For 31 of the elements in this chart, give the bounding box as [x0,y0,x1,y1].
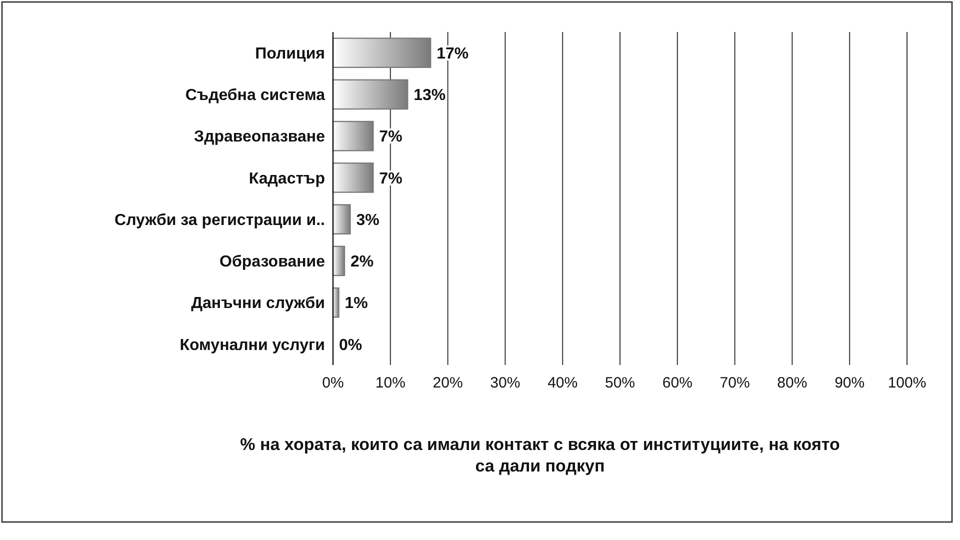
x-tick-label: 40% [548,374,578,392]
data-label: 3% [356,212,380,229]
x-tick-label: 60% [662,374,692,392]
y-tick-label: Здравеопазване [194,128,326,146]
y-tick-label: Съдебна система [185,87,326,104]
data-label: 2% [350,254,374,271]
bar [332,120,374,152]
x-tick-label: 80% [777,374,808,392]
y-tick-label: Служби за регистрации и.. [114,212,325,229]
y-tick-label: Полиция [255,45,325,62]
bar [332,204,351,234]
y-tick-label: Кадастър [248,170,326,188]
x-tick-label: 90% [834,374,865,392]
bar [332,79,408,110]
x-tick-label: 30% [490,374,520,392]
x-tick-label: 10% [375,374,406,392]
y-tick-label: Данъчни служби [191,295,325,312]
data-label: 0% [339,336,362,354]
bar [332,38,432,68]
x-tick-label: 0% [322,374,344,392]
x-tick-label: 100% [888,374,926,392]
bar [332,162,374,193]
bar [332,246,346,276]
x-axis-title: % на хората, които са имали контакт с всяка от институциите, на която са дали подкуп [240,435,840,476]
y-tick-label: Комунални услуги [180,336,325,354]
x-tick-label: 50% [604,374,636,392]
x-tick-label: 70% [720,374,750,392]
y-tick-label: Образование [220,254,326,271]
data-label: 1% [344,295,368,312]
x-tick-label: 20% [432,374,463,392]
data-label: 13% [414,87,446,104]
